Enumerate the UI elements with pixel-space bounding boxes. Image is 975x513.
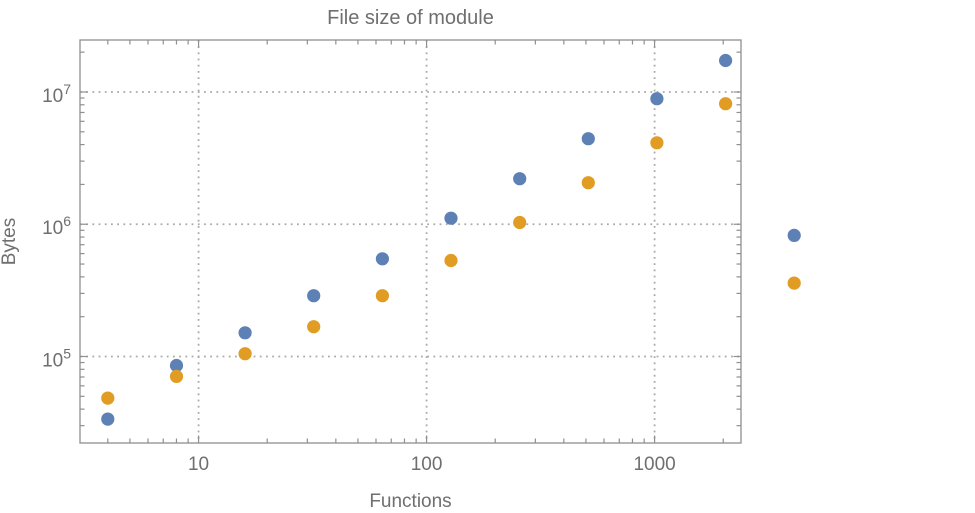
data-point-series-1-blue [650, 92, 664, 106]
data-point-series-1-blue [375, 252, 389, 266]
data-point-series-2-orange [169, 369, 184, 383]
data-point-series-1-blue [307, 289, 321, 303]
data-point-series-2-orange [444, 253, 458, 268]
x-tick-label: 1000 [633, 454, 675, 475]
data-point-series-2-orange [307, 320, 321, 334]
y-tick-label: 105 [42, 346, 71, 372]
x-axis-label: Functions [369, 491, 451, 512]
data-point-series-2-orange [581, 176, 595, 190]
y-axis-label: Bytes [0, 218, 20, 266]
data-points [101, 53, 801, 426]
gridlines [80, 40, 741, 443]
data-point-series-2-orange [787, 276, 801, 290]
data-point-series-2-orange [238, 347, 252, 361]
y-tick-label: 106 [42, 213, 71, 239]
tick-marks [80, 40, 741, 443]
data-point-series-2-orange [719, 97, 733, 111]
data-point-series-1-blue [169, 358, 184, 373]
data-point-series-1-blue [787, 228, 801, 242]
data-point-series-1-blue [101, 412, 115, 426]
data-point-series-1-blue [719, 53, 733, 68]
chart-title: File size of module [327, 7, 494, 29]
data-point-series-1-blue [444, 211, 458, 225]
data-point-series-1-blue [513, 172, 527, 186]
plot-frame [79, 39, 742, 444]
data-point-series-2-orange [101, 391, 115, 405]
data-point-series-2-orange [375, 289, 389, 303]
tick-labels: 10 100 1000 105 106 107 [42, 81, 676, 475]
data-point-series-2-orange [650, 136, 664, 150]
data-point-series-1-blue [581, 132, 595, 146]
y-tick-label: 107 [42, 81, 71, 107]
x-tick-label: 100 [411, 454, 443, 475]
x-tick-label: 10 [188, 454, 209, 475]
data-point-series-2-orange [513, 215, 527, 230]
data-point-series-1-blue [238, 326, 252, 340]
